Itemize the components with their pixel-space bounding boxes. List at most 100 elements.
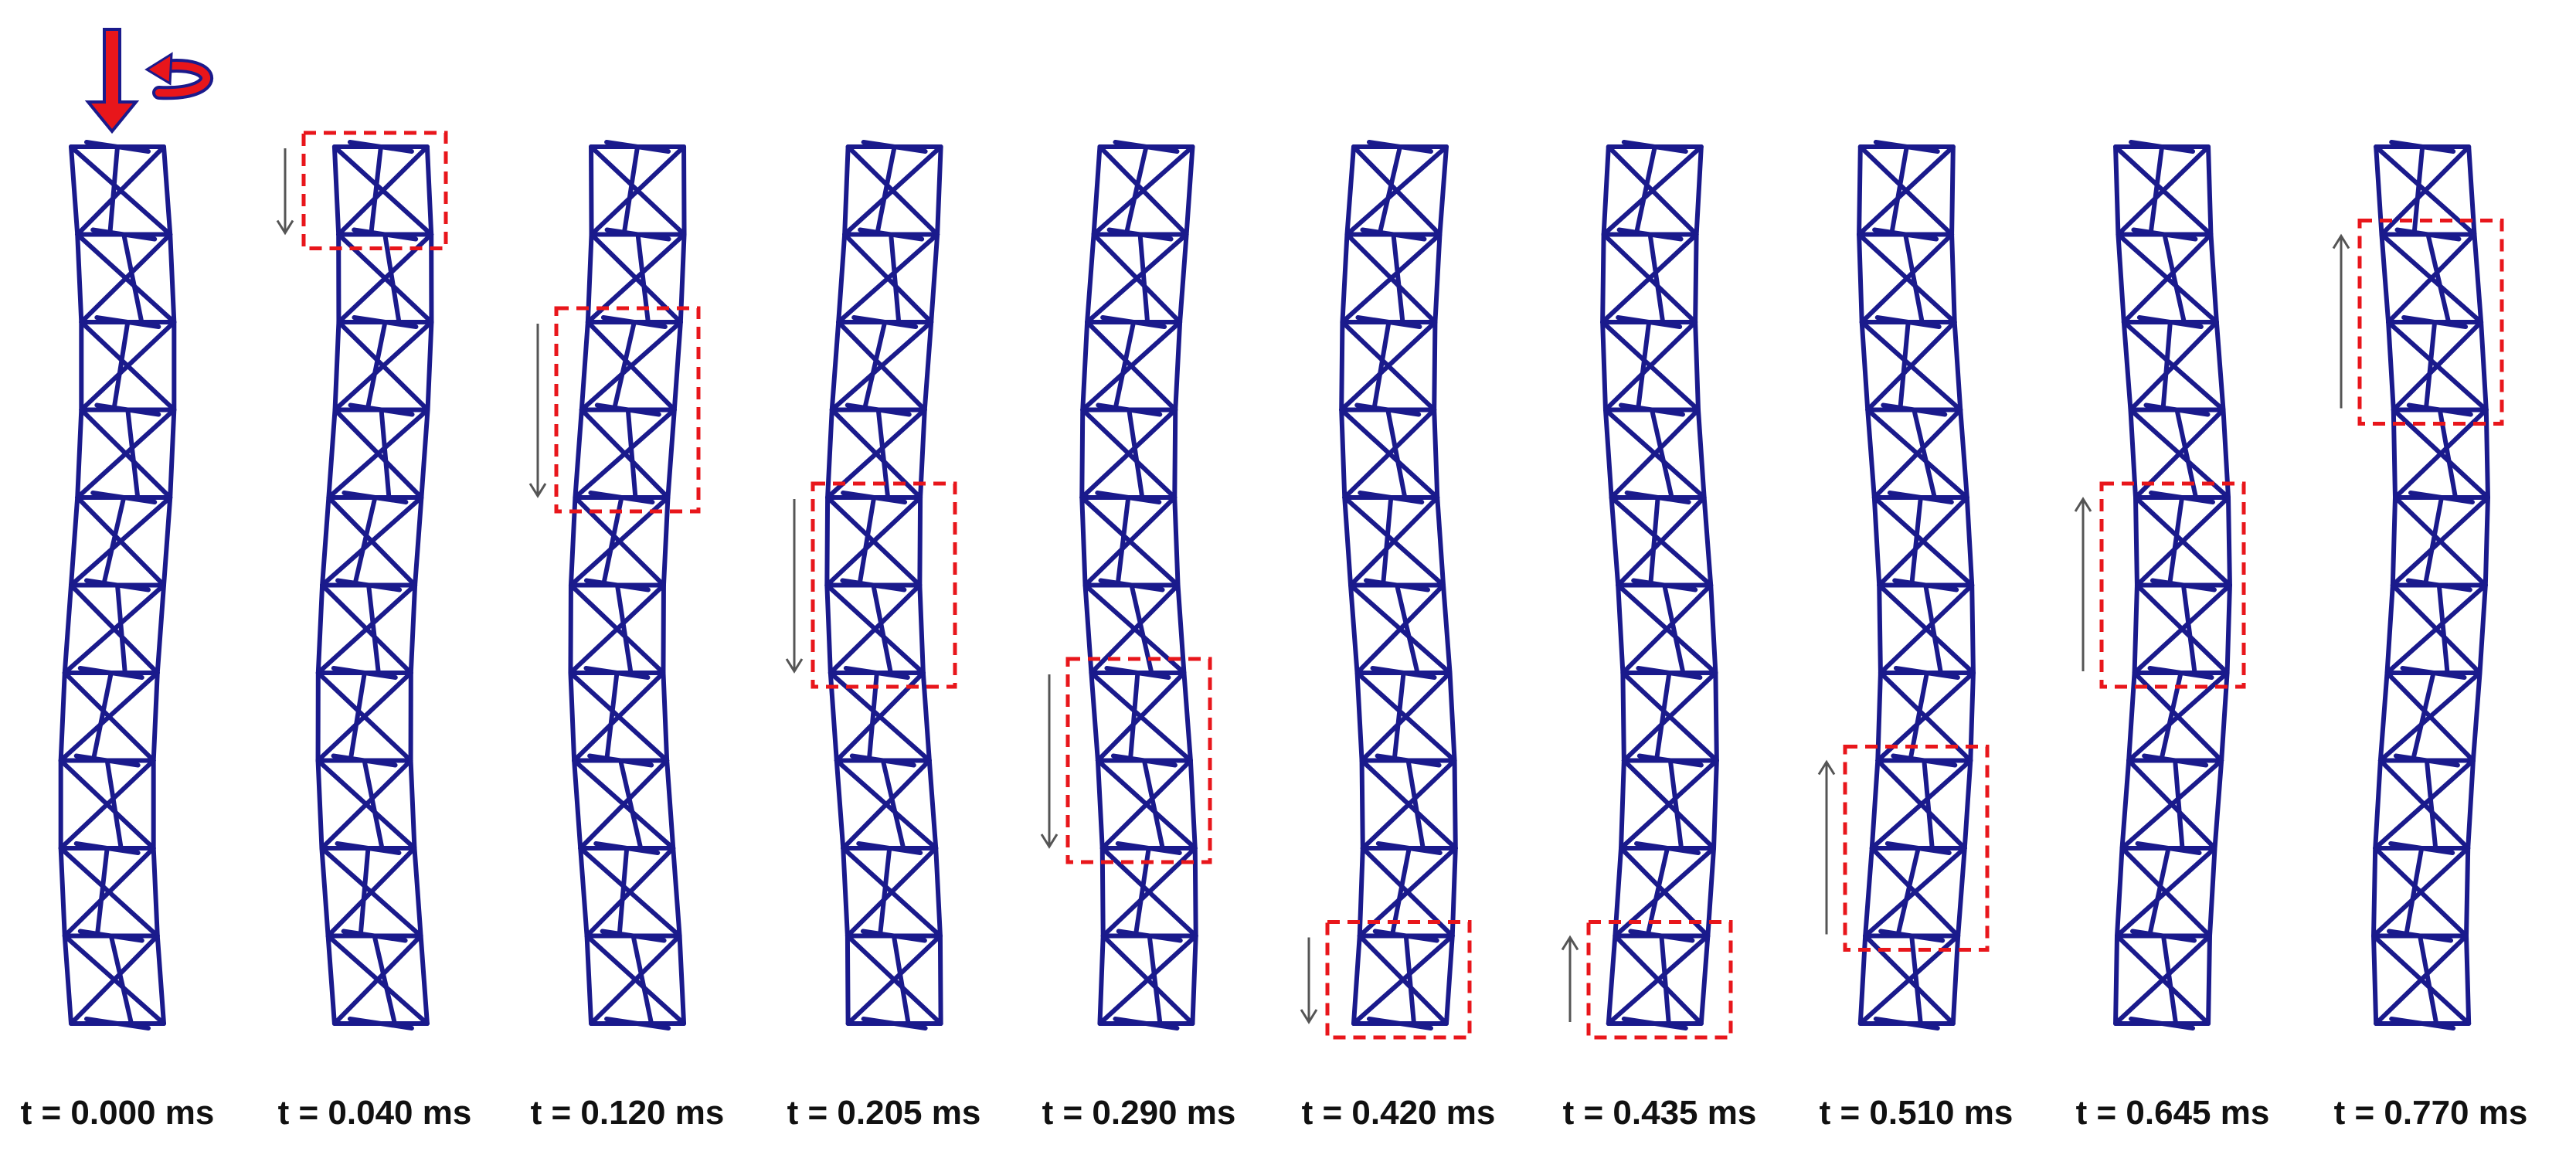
truss-diagonal [829,320,934,413]
truss-diagonal [584,846,676,939]
truss-diagonal [1912,407,1937,500]
truss-strut [2226,495,2232,588]
truss-strut [1871,495,1882,588]
truss-strut [2224,582,2232,675]
truss-strut [2371,933,2379,1026]
truss-strut [1178,232,1189,324]
truss-diagonal [2371,846,2471,939]
truss-diagonal [2418,933,2439,1026]
wave-down-arrow-icon [785,499,804,674]
truss-strut [408,758,417,851]
truss-diagonal [1635,320,1652,413]
truss-diagonal [1863,846,1967,939]
truss-diagonal [1377,144,1402,237]
truss-strut [1694,144,1704,237]
truss-diagonal [621,144,641,237]
truss-strut [1698,933,1711,1026]
truss-strut [1859,320,1871,413]
truss-diagonal [2374,933,2469,1026]
truss-diagonal [379,407,392,500]
truss-diagonal [2119,758,2224,851]
truss-strut [1192,846,1198,939]
truss-structure [2113,140,2232,1030]
truss-strut [1962,758,1973,851]
truss-diagonal [1097,933,1198,1026]
truss-diagonal [1359,671,1453,763]
truss-diagonal [2160,320,2173,413]
truss-strut [315,582,325,675]
truss-strut [315,758,325,851]
frame-7: t = 0.510 ms [1817,140,2013,1132]
truss-strut [155,582,166,675]
truss-strut [1857,144,1863,237]
compression-arrow-icon [84,28,140,134]
truss-diagonal [2113,933,2212,1026]
truss-diagonal [1147,933,1163,1026]
truss-strut [929,232,940,324]
truss-strut [1857,232,1864,324]
truss-strut [1964,495,1975,588]
truss-strut [836,232,848,324]
truss-diagonal [589,933,682,1026]
truss-strut [933,846,943,939]
truss-diagonal [115,582,127,675]
truss-diagonal [382,232,402,324]
truss-strut [2479,320,2489,413]
truss-strut [825,407,834,500]
truss-diagonal [1648,495,1660,588]
truss-diagonal [845,846,939,939]
time-label: t = 0.040 ms [278,1094,472,1132]
truss-strut [1956,846,1967,939]
truss-strut [326,407,338,500]
truss-diagonal [1871,407,1963,500]
truss-diagonal [1659,933,1671,1026]
truss-diagonal [2411,144,2425,237]
truss-diagonal [1342,407,1437,500]
truss-strut [2379,232,2391,324]
truss-structure [1600,140,1719,1030]
truss-strut [1705,846,1717,939]
truss-diagonal [1877,495,1969,588]
truss-strut [1616,582,1626,675]
truss-strut [408,582,418,675]
truss-diagonal [326,407,430,500]
buckling-highlight-box [1325,920,1472,1040]
truss-strut [2390,495,2398,588]
truss-diagonal [573,407,677,500]
truss-diagonal [2379,144,2472,237]
truss-strut [1339,407,1347,500]
truss-strut [1875,671,1883,763]
truss-strut [665,407,677,500]
frame-0: t = 0.000 ms [21,140,214,1132]
truss-diagonal [611,320,637,413]
truss-strut [841,846,850,939]
truss-diagonal [79,320,177,413]
truss-strut [69,144,80,237]
truss-diagonal [617,846,630,939]
truss-diagonal [871,582,893,675]
truss-diagonal [1137,232,1150,324]
truss-diagonal [2162,232,2187,324]
truss-diagonal [1923,582,1943,675]
truss-diagonal [2386,232,2477,324]
frame-5: t = 0.420 ms [1300,140,1495,1132]
truss-strut [935,144,943,237]
truss-diagonal [1909,495,1923,588]
truss-strut [151,671,160,763]
truss-chord [1873,1017,1940,1030]
truss-chord [2129,1017,2196,1030]
truss-strut [1172,407,1178,500]
truss-strut [62,933,73,1026]
truss-diagonal [1895,846,1921,939]
truss-strut [1693,320,1701,413]
frames-group: t = 0.000 ms t = 0.040 ms t = 0.120 ms t = … [21,131,2527,1132]
truss-strut [1089,671,1100,763]
truss-diagonal [1865,320,1957,413]
time-label: t = 0.435 ms [1563,1094,1757,1132]
truss-strut [168,232,177,324]
truss-diagonal [1859,232,1955,324]
truss-strut [1877,582,1883,675]
truss-chord [1113,1017,1180,1030]
truss-diagonal [1099,758,1193,851]
truss-strut [584,933,594,1026]
